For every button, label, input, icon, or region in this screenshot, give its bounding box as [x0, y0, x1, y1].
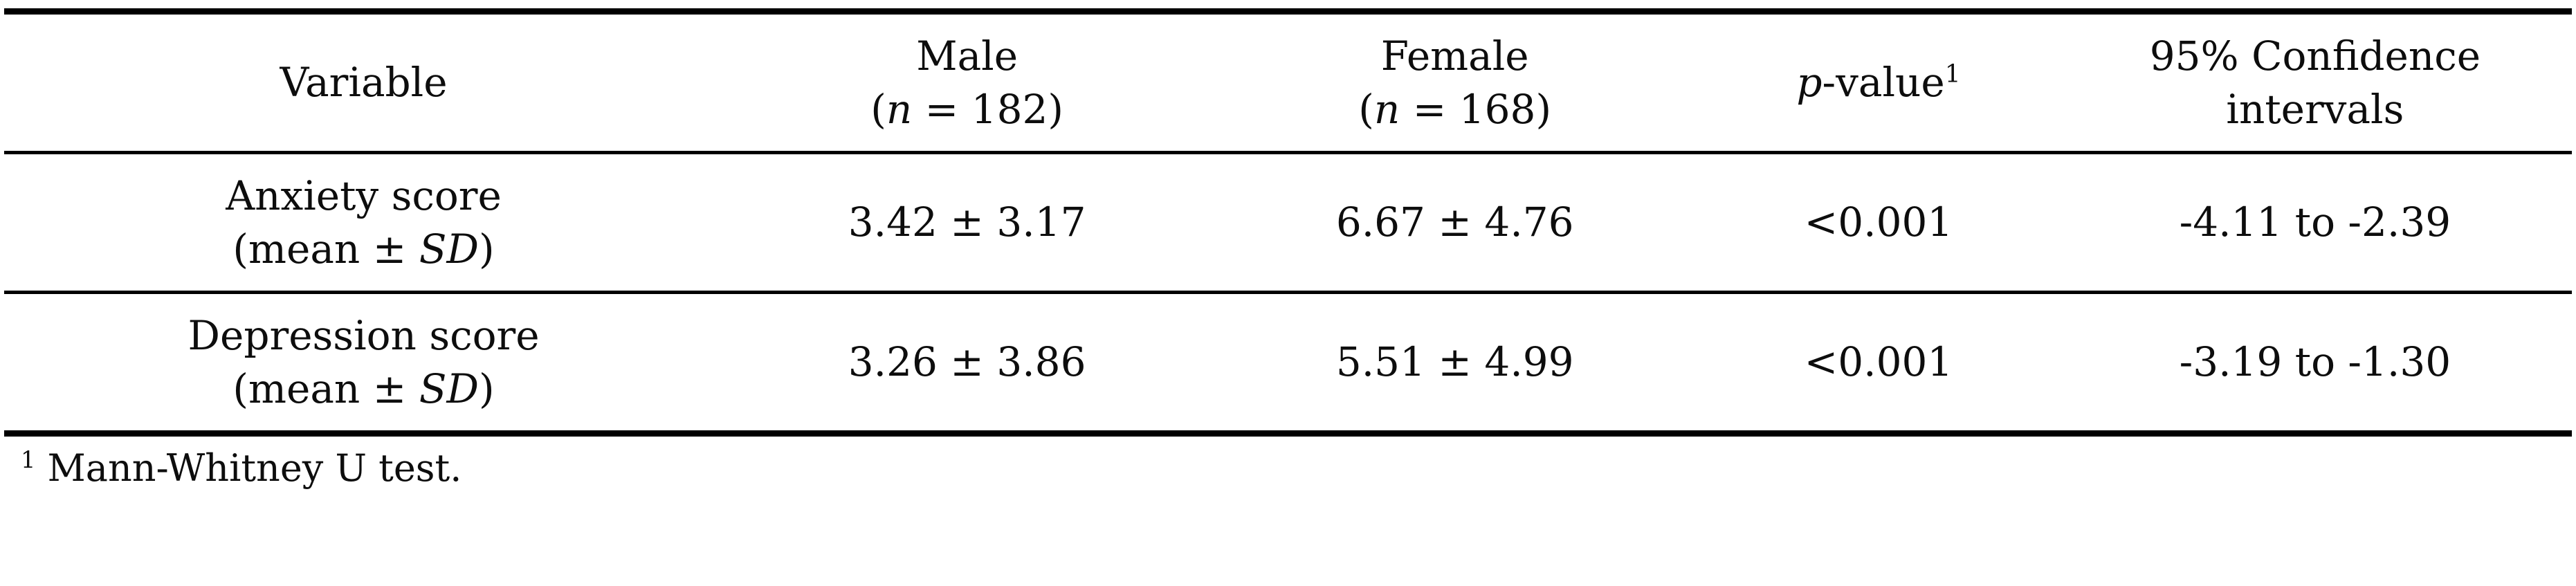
- measure-prefix: (mean ±: [232, 225, 419, 273]
- header-pvalue-p: p: [1796, 59, 1823, 107]
- header-female-line2: (n = 168): [1223, 83, 1686, 136]
- cell-female-value: 6.67 ± 4.76: [1335, 199, 1574, 246]
- footnote-text: Mann-Whitney U test.: [35, 446, 462, 491]
- header-female-paren: (: [1358, 85, 1374, 133]
- header-variable-label: Variable: [280, 59, 448, 107]
- header-male-n-count: = 182): [912, 85, 1064, 133]
- header-pvalue-rest: -value: [1822, 59, 1945, 107]
- cell-male-value: 3.26 ± 3.86: [848, 338, 1086, 386]
- measure-suffix: ): [479, 225, 495, 273]
- header-ci-line2: intervals: [2226, 85, 2404, 133]
- header-male-line1: Male: [916, 33, 1018, 80]
- cell-pvalue: <0.001: [1804, 199, 1953, 246]
- header-male-paren: (: [870, 85, 886, 133]
- col-header-female: Female (n = 168): [1211, 12, 1699, 153]
- col-header-male: Male (n = 182): [723, 12, 1211, 153]
- variable-measure: (mean ± SD): [17, 223, 711, 276]
- table-row-depression: Depression score (mean ± SD) 3.26 ± 3.86…: [4, 293, 2572, 434]
- comparison-table: Variable Male (n = 182) Female (n = 168)…: [4, 8, 2572, 437]
- header-male-line2: (n = 182): [736, 83, 1198, 136]
- cell-variable: Anxiety score (mean ± SD): [4, 153, 723, 293]
- cell-variable: Depression score (mean ± SD): [4, 293, 723, 434]
- cell-ci: -3.19 to -1.30: [2179, 338, 2451, 386]
- header-row: Variable Male (n = 182) Female (n = 168)…: [4, 12, 2572, 153]
- header-female-n: n: [1373, 85, 1400, 133]
- col-header-pvalue: p-value1: [1699, 12, 2058, 153]
- measure-sd: SD: [419, 365, 479, 412]
- variable-measure: (mean ± SD): [17, 363, 711, 416]
- measure-sd: SD: [419, 225, 479, 273]
- cell-male-value: 3.42 ± 3.17: [848, 199, 1086, 246]
- table-header: Variable Male (n = 182) Female (n = 168)…: [4, 12, 2572, 153]
- variable-name: Anxiety score: [226, 172, 502, 220]
- table-footnote: 1 Mann-Whitney U test.: [21, 446, 2572, 490]
- footnote-marker: 1: [21, 446, 36, 474]
- header-pvalue-footnote-marker: 1: [1944, 59, 1961, 89]
- measure-prefix: (mean ±: [232, 365, 419, 412]
- cell-female-value: 5.51 ± 4.99: [1335, 338, 1574, 386]
- col-header-ci: 95% Confidence intervals: [2058, 12, 2572, 153]
- table-row-anxiety: Anxiety score (mean ± SD) 3.42 ± 3.17 6.…: [4, 153, 2572, 293]
- cell-pvalue: <0.001: [1804, 338, 1953, 386]
- measure-suffix: ): [479, 365, 495, 412]
- header-female-n-count: = 168): [1400, 85, 1552, 133]
- header-female-line1: Female: [1380, 33, 1529, 80]
- table-body: Anxiety score (mean ± SD) 3.42 ± 3.17 6.…: [4, 153, 2572, 434]
- variable-name: Depression score: [188, 312, 540, 360]
- cell-ci: -4.11 to -2.39: [2179, 199, 2451, 246]
- col-header-variable: Variable: [4, 12, 723, 153]
- header-male-n: n: [886, 85, 913, 133]
- header-ci-line1: 95% Confidence: [2149, 33, 2481, 80]
